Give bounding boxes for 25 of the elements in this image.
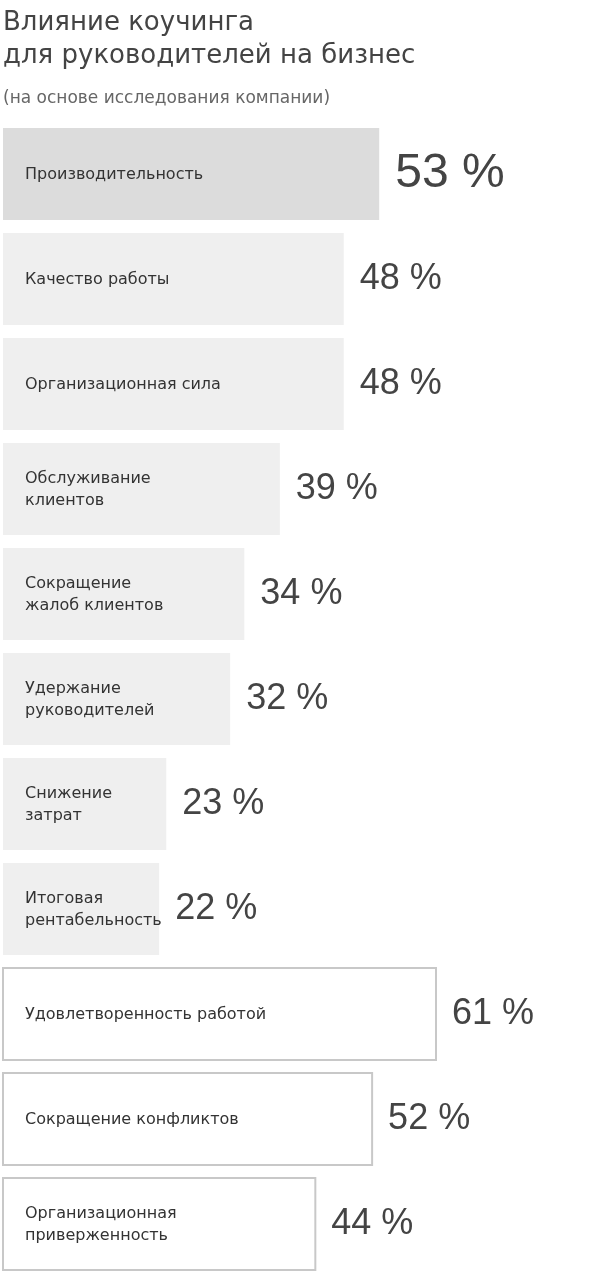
- data-label: 32 %: [246, 675, 329, 717]
- y-tick-label: Удержание руководителей: [25, 677, 155, 719]
- data-label: 61 %: [452, 990, 535, 1032]
- y-tick-label: Итоговая рентабельность: [25, 887, 162, 929]
- y-tick-label: Снижение затрат: [25, 782, 112, 824]
- data-label: 53 %: [395, 143, 505, 197]
- data-label: 34 %: [260, 570, 343, 612]
- data-label: 48 %: [359, 360, 442, 402]
- chart-title: Влияние коучинга для руководителей на бизнес: [3, 6, 416, 69]
- bar: [3, 128, 380, 220]
- data-label: 23 %: [182, 780, 265, 822]
- y-tick-label: Производительность: [25, 163, 204, 183]
- data-label: 22 %: [175, 885, 258, 927]
- y-tick-label: Организационная сила: [25, 373, 221, 393]
- chart-subtitle: (на основе исследования компании): [3, 87, 331, 107]
- data-label: 48 %: [359, 255, 442, 297]
- data-label: 52 %: [388, 1095, 471, 1137]
- y-tick-label: Удовлетворенность работой: [25, 1003, 267, 1023]
- y-tick-label: Сокращение жалоб клиентов: [25, 572, 164, 614]
- y-tick-label: Обслуживание клиентов: [25, 467, 151, 509]
- data-label: 39 %: [295, 465, 378, 507]
- y-tick-label: Качество работы: [25, 268, 170, 288]
- y-tick-label: Сокращение конфликтов: [25, 1108, 239, 1128]
- y-tick-label: Организационная приверженность: [25, 1202, 177, 1244]
- data-label: 44 %: [331, 1200, 414, 1242]
